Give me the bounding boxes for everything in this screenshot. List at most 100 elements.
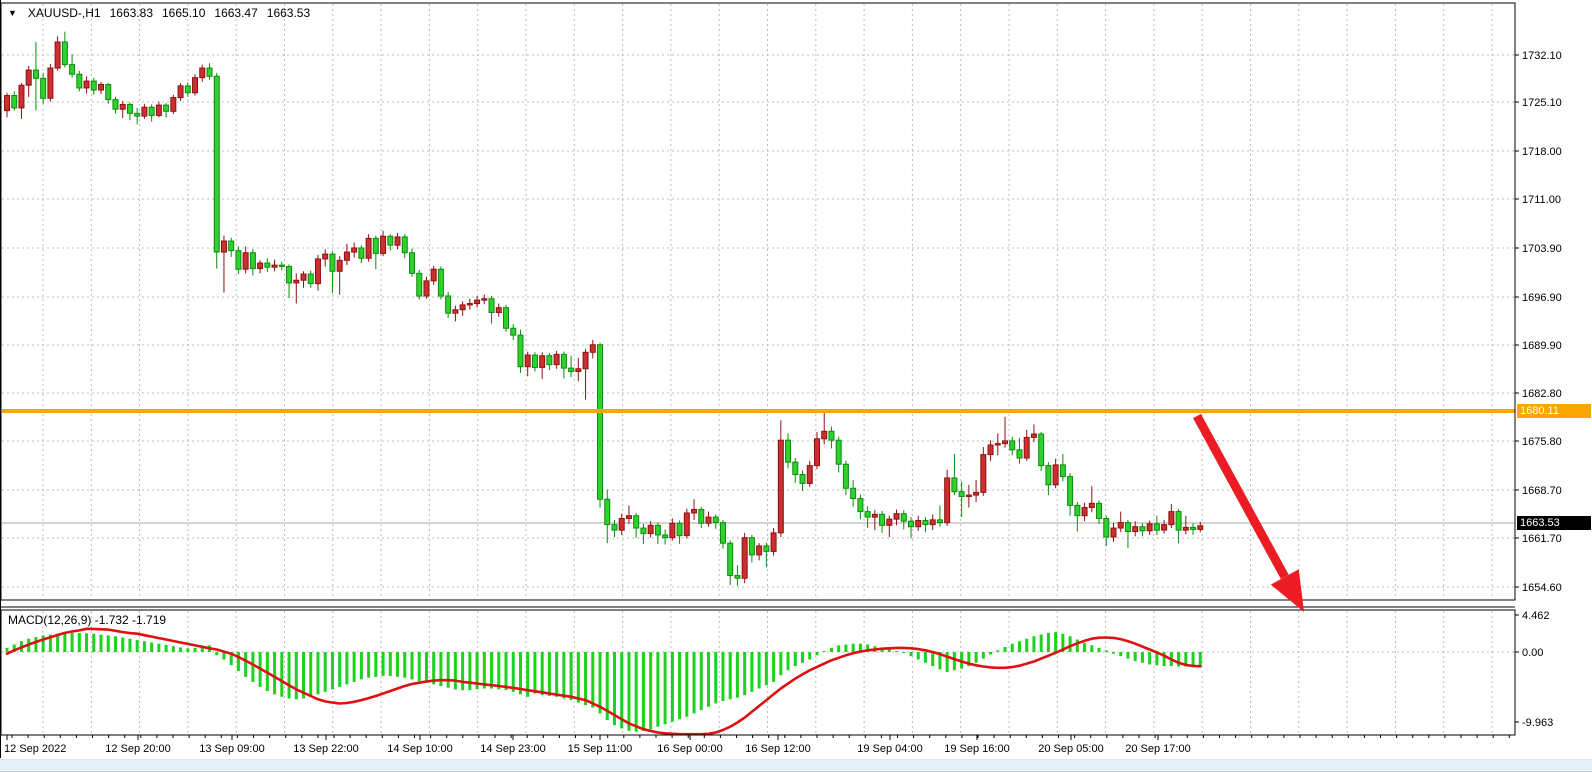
price-axis-label: 1654.60	[1522, 582, 1562, 594]
candle-body	[408, 252, 415, 274]
time-axis-label[interactable]: 20 Sep 17:00	[1125, 743, 1190, 755]
candle-body	[1153, 523, 1160, 531]
candle-body	[90, 80, 97, 91]
macd-histogram-bar	[518, 652, 522, 695]
candle-body	[322, 253, 329, 260]
candle-body	[915, 520, 922, 528]
macd-histogram-bar	[5, 647, 9, 652]
candle-body	[112, 99, 119, 110]
trend-arrow-shaft[interactable]	[1193, 413, 1289, 580]
macd-histogram-bar	[699, 652, 703, 711]
candle-body	[98, 84, 105, 91]
candle-body	[1081, 506, 1088, 517]
macd-histogram-bar	[1061, 633, 1065, 652]
macd-histogram-bar	[989, 652, 993, 655]
trend-arrow-head[interactable]	[1270, 569, 1304, 612]
candle-body	[481, 298, 488, 301]
macd-histogram-bar	[461, 652, 465, 691]
symbol-dropdown-icon[interactable]: ▼	[8, 8, 17, 18]
candle-body	[647, 524, 654, 535]
macd-histogram-bar	[916, 652, 920, 660]
candle-body	[452, 309, 459, 314]
candle-body	[908, 520, 914, 528]
candle-body	[835, 439, 842, 465]
candle-body	[380, 235, 387, 254]
candle-body	[951, 477, 958, 493]
macd-histogram-bar	[909, 652, 913, 657]
macd-histogram-bar	[106, 635, 110, 652]
macd-histogram-bar	[822, 651, 826, 653]
macd-histogram-bar	[1148, 652, 1152, 665]
macd-histogram-bar	[981, 652, 985, 659]
macd-axis-label: 4.462	[1522, 610, 1550, 622]
candle-body	[488, 298, 495, 313]
candle-body	[423, 280, 430, 297]
candle-body	[1038, 433, 1045, 467]
candle-body	[973, 491, 980, 496]
macd-histogram-bar	[1184, 652, 1188, 667]
time-axis-label[interactable]: 12 Sep 20:00	[105, 743, 170, 755]
time-axis-label[interactable]: 16 Sep 00:00	[657, 743, 722, 755]
macd-histogram-bar	[1017, 641, 1021, 652]
candle-body	[76, 73, 83, 89]
time-axis-label[interactable]: 20 Sep 05:00	[1038, 743, 1103, 755]
candle-body	[922, 520, 929, 526]
candle-body	[300, 273, 307, 281]
candle-body	[466, 303, 473, 306]
candle-body	[893, 513, 900, 520]
price-axis-label: 1675.80	[1522, 436, 1562, 448]
macd-histogram-bar	[453, 652, 457, 690]
macd-histogram-bar	[316, 652, 320, 695]
time-axis-label[interactable]: 15 Sep 11:00	[568, 743, 633, 755]
candle-body	[336, 259, 343, 272]
candle-body	[47, 67, 54, 99]
price-axis-label: 1703.90	[1522, 243, 1562, 255]
macd-histogram-bar	[77, 632, 81, 652]
macd-histogram-bar	[902, 652, 906, 653]
macd-histogram-bar	[685, 652, 689, 717]
time-axis-label[interactable]: 14 Sep 10:00	[387, 743, 452, 755]
candle-body	[503, 307, 510, 329]
macd-histogram-bar	[1068, 636, 1072, 652]
candle-body	[539, 355, 546, 368]
macd-histogram-bar	[627, 652, 631, 731]
candle-body	[11, 95, 18, 109]
candle-body	[850, 487, 857, 500]
candle-body	[748, 537, 755, 556]
window-bottom-strip	[0, 759, 1592, 772]
macd-histogram-bar	[1177, 652, 1181, 667]
time-axis-label[interactable]: 19 Sep 04:00	[857, 743, 922, 755]
symbol-period-label[interactable]: XAUUSD-,H1	[27, 6, 101, 20]
macd-histogram-bar	[1032, 636, 1036, 652]
candle-body	[437, 268, 444, 297]
candle-body	[163, 104, 170, 112]
price-axis-label: 1696.90	[1522, 292, 1562, 304]
macd-histogram-bar	[381, 652, 385, 677]
macd-histogram-bar	[801, 652, 805, 663]
macd-histogram-bar	[92, 633, 96, 652]
candle-body	[857, 498, 864, 513]
macd-histogram-bar	[323, 652, 327, 692]
macd-histogram-bar	[150, 642, 154, 652]
macd-histogram-bar	[808, 652, 812, 660]
candle-body	[640, 527, 647, 535]
time-axis-label[interactable]: 16 Sep 12:00	[745, 743, 810, 755]
time-axis-label[interactable]: 12 Sep 2022	[4, 743, 66, 755]
time-axis-label[interactable]: 14 Sep 23:00	[480, 743, 545, 755]
macd-histogram-bar	[1155, 652, 1159, 666]
macd-histogram-bar	[1054, 632, 1058, 652]
macd-histogram-bar	[48, 634, 52, 652]
macd-histogram-bar	[251, 652, 255, 682]
time-axis-label[interactable]: 13 Sep 09:00	[199, 743, 264, 755]
macd-histogram-bar	[858, 643, 862, 652]
time-axis-label[interactable]: 13 Sep 22:00	[293, 743, 358, 755]
time-axis-label[interactable]: 19 Sep 16:00	[944, 743, 1009, 755]
candle-body	[662, 534, 669, 539]
candle-body	[387, 235, 394, 246]
macd-histogram-bar	[171, 646, 175, 652]
candle-body	[625, 515, 632, 519]
candle-body	[459, 304, 466, 311]
candle-body	[763, 545, 770, 552]
